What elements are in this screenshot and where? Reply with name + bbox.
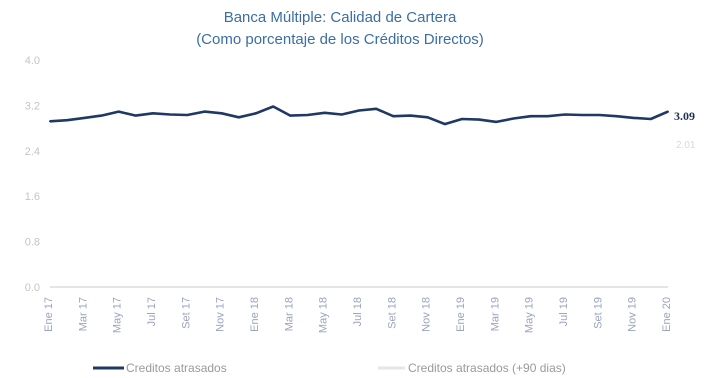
data-point bbox=[615, 115, 618, 118]
data-point bbox=[289, 114, 292, 117]
data-point bbox=[152, 112, 154, 115]
data-point bbox=[649, 118, 652, 120]
data-point bbox=[443, 123, 446, 126]
data-point bbox=[546, 115, 549, 118]
data-point bbox=[323, 111, 326, 114]
chart-subtitle: (Como porcentaje de los Créditos Directo… bbox=[196, 31, 484, 48]
end-label-creditos-atrasados-90: 2.01 bbox=[676, 140, 696, 151]
x-tick-label: Nov 18 bbox=[421, 297, 433, 332]
data-point bbox=[237, 116, 240, 119]
x-tick-label: Jul 18 bbox=[352, 297, 364, 326]
x-tick-label: May 18 bbox=[318, 297, 330, 333]
plot-area bbox=[49, 105, 669, 126]
data-point bbox=[134, 114, 137, 117]
data-point bbox=[632, 116, 635, 119]
data-point bbox=[306, 114, 309, 116]
data-point bbox=[186, 114, 189, 116]
x-tick-label: Ene 20 bbox=[661, 297, 673, 332]
data-point bbox=[66, 119, 69, 122]
x-tick-label: Mar 19 bbox=[489, 297, 501, 331]
chart-title: Banca Múltiple: Calidad de Cartera bbox=[224, 9, 457, 26]
data-point bbox=[529, 115, 532, 118]
x-tick-label: Mar 18 bbox=[283, 297, 295, 331]
y-tick-label: 1.6 bbox=[25, 191, 40, 203]
x-tick-label: Set 17 bbox=[180, 297, 192, 329]
data-point bbox=[409, 114, 412, 117]
legend-label-creditos-atrasados: Creditos atrasados bbox=[126, 361, 227, 375]
data-point bbox=[358, 109, 360, 112]
data-point bbox=[598, 114, 601, 116]
data-point bbox=[461, 118, 463, 120]
legend: Creditos atrasados Creditos atrasados (+… bbox=[93, 361, 566, 375]
data-point bbox=[667, 110, 669, 113]
data-point bbox=[49, 120, 51, 123]
data-point bbox=[83, 116, 86, 119]
data-point bbox=[169, 113, 172, 116]
x-tick-label: Ene 18 bbox=[249, 297, 261, 332]
data-point bbox=[272, 105, 275, 108]
data-point bbox=[512, 117, 515, 120]
y-axis: 0.0 0.8 1.6 2.4 3.2 4.0 bbox=[25, 55, 40, 294]
x-tick-label: Nov 19 bbox=[627, 297, 639, 332]
data-point bbox=[426, 116, 429, 119]
data-point bbox=[392, 115, 395, 118]
data-point bbox=[478, 118, 481, 121]
data-point bbox=[203, 110, 206, 113]
end-label-creditos-atrasados: 3.09 bbox=[674, 109, 695, 123]
data-point bbox=[340, 113, 343, 116]
x-tick-label: Jul 19 bbox=[558, 297, 570, 326]
series-line-creditos-atrasados bbox=[49, 105, 669, 126]
x-tick-label: Ene 17 bbox=[43, 297, 55, 332]
data-point bbox=[495, 120, 498, 123]
x-tick-label: Nov 17 bbox=[215, 297, 227, 332]
y-tick-label: 0.8 bbox=[25, 237, 40, 249]
y-tick-label: 4.0 bbox=[25, 55, 40, 67]
x-tick-label: Mar 17 bbox=[77, 297, 89, 331]
x-tick-label: Jul 17 bbox=[146, 297, 158, 326]
y-tick-label: 3.2 bbox=[25, 100, 40, 112]
x-tick-label: May 19 bbox=[524, 297, 536, 333]
x-tick-label: Ene 19 bbox=[455, 297, 467, 332]
data-point bbox=[581, 114, 584, 116]
x-tick-label: May 17 bbox=[112, 297, 124, 333]
x-axis: Ene 17 Mar 17 May 17 Jul 17 Set 17 Nov 17 Ene … bbox=[43, 297, 673, 333]
data-point bbox=[100, 114, 103, 117]
legend-label-creditos-atrasados-90: Creditos atrasados (+90 dias) bbox=[408, 361, 566, 375]
y-tick-label: 2.4 bbox=[25, 146, 40, 158]
data-point bbox=[375, 107, 378, 110]
data-point bbox=[255, 112, 257, 115]
data-point bbox=[117, 110, 120, 113]
x-tick-label: Set 18 bbox=[386, 297, 398, 329]
y-tick-label: 0.0 bbox=[25, 282, 40, 294]
x-tick-label: Set 19 bbox=[592, 297, 604, 329]
data-point bbox=[220, 112, 223, 115]
data-point bbox=[564, 113, 566, 116]
